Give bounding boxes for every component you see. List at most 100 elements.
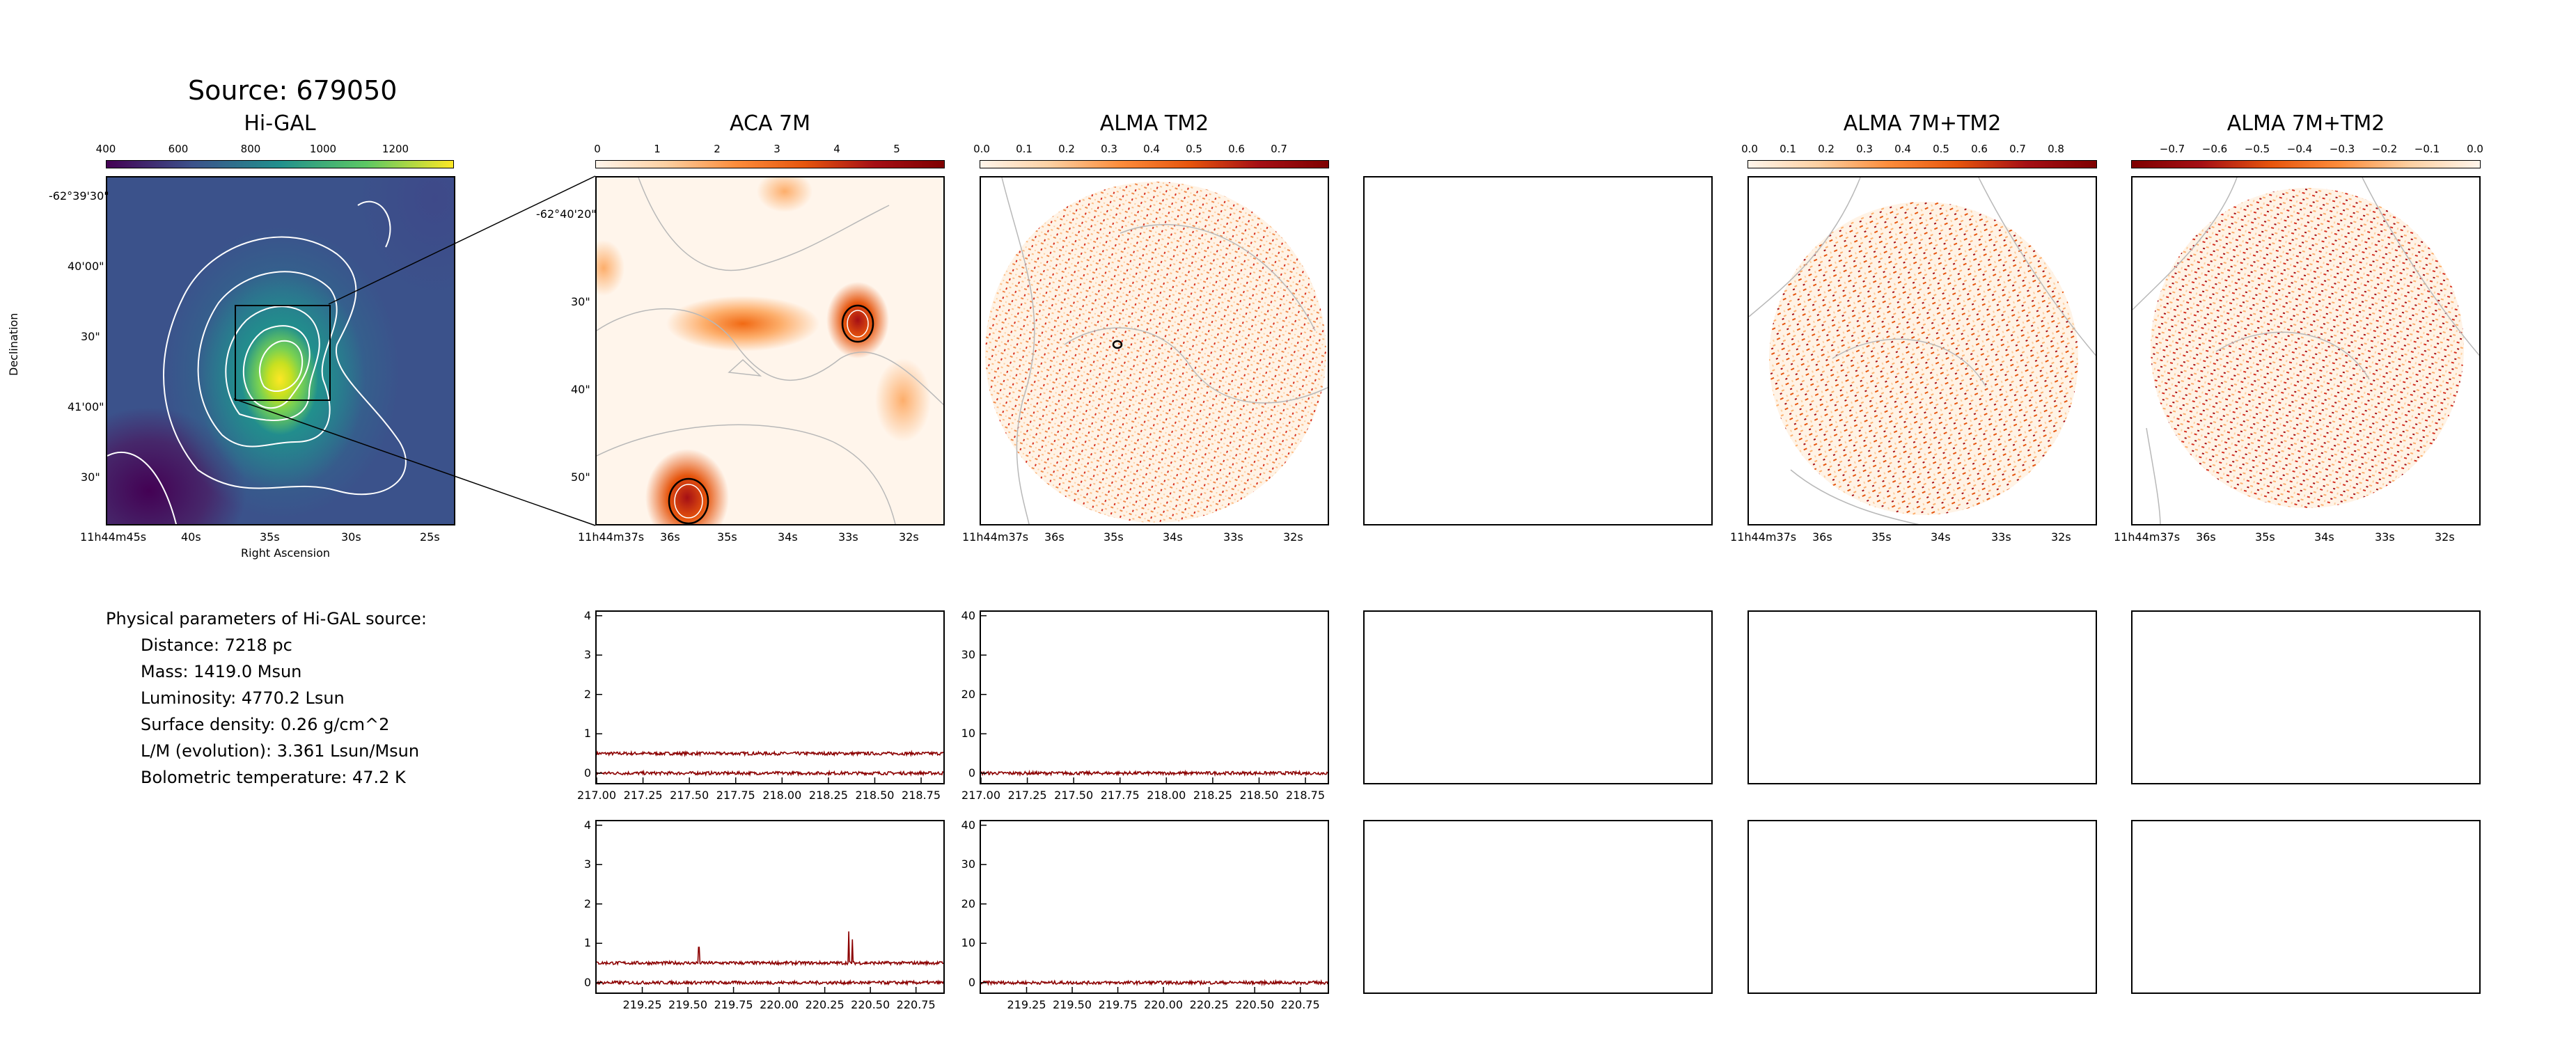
higal-cbar-tick: 1000 <box>309 143 337 155</box>
param-mass: Mass: 1419.0 Msun <box>141 662 302 681</box>
spectrum-series-line <box>981 769 1328 777</box>
higal-ylabel: Declination <box>7 313 20 376</box>
spectrum-empty-1 <box>1363 610 1713 784</box>
source-title: Source: 679050 <box>188 75 398 106</box>
tm2-noise-disk <box>985 177 1328 524</box>
param-bolometric-temperature: Bolometric temperature: 47.2 K <box>141 768 406 787</box>
spectrum-y-tick: 4 <box>583 818 591 832</box>
spectrum-empty-5 <box>1748 820 2097 994</box>
combo2-x-tick: 32s <box>2435 530 2455 544</box>
higal-y-tick: 41'00" <box>68 400 104 413</box>
combo1-x-tick: 35s <box>1871 530 1892 544</box>
combo2-x-tick: 11h44m37s <box>2114 530 2181 544</box>
spectrum-x-tick: 218.25 <box>808 789 848 802</box>
param-surface-density: Surface density: 0.26 g/cm^2 <box>141 715 390 734</box>
higal-cbar-tick: 1200 <box>382 143 409 155</box>
spectrum-x-tick: 217.50 <box>670 789 709 802</box>
spectrum-x-tick: 217.00 <box>961 789 1000 802</box>
combo2-cbar-tick: −0.6 <box>2201 143 2228 155</box>
spectrum-x-tick: 217.25 <box>1007 789 1047 802</box>
combo2-map <box>2131 176 2481 525</box>
spectrum-y-tick: 30 <box>961 857 975 871</box>
param-l-over-m: L/M (evolution): 3.361 Lsun/Msun <box>141 741 420 761</box>
spectrum-y-tick: 0 <box>583 975 591 989</box>
tm2-cbar-tick: 0.2 <box>1058 143 1075 155</box>
aca-x-tick: 35s <box>717 530 737 544</box>
combo1-cbar-tick: 0.1 <box>1780 143 1796 155</box>
spectrum-aca-upper-plot <box>597 615 943 783</box>
empty-map-panel <box>1363 176 1713 525</box>
combo1-title: ALMA 7M+TM2 <box>1843 111 2002 136</box>
spectrum-tm2-upper <box>980 610 1329 784</box>
spectrum-x-tick: 220.50 <box>1235 998 1275 1011</box>
spectrum-y-tick: 3 <box>583 648 591 662</box>
aca-x-tick: 32s <box>899 530 919 544</box>
tm2-cbar-tick: 0.4 <box>1143 143 1160 155</box>
higal-x-tick: 35s <box>260 530 280 544</box>
combo1-x-tick: 36s <box>1812 530 1832 544</box>
spectrum-y-tick: 0 <box>968 766 975 780</box>
higal-y-tick: 30" <box>81 470 100 484</box>
spectrum-y-tick: 4 <box>583 608 591 622</box>
aca-cbar-tick: 0 <box>594 143 601 155</box>
spectrum-x-tick: 220.00 <box>1144 998 1184 1011</box>
spectrum-x-tick: 219.25 <box>1007 998 1046 1011</box>
spectrum-x-tick: 218.75 <box>902 789 941 802</box>
tm2-x-tick: 34s <box>1163 530 1183 544</box>
combo1-x-tick: 11h44m37s <box>1730 530 1797 544</box>
spectrum-x-tick: 220.25 <box>805 998 845 1011</box>
combo1-x-tick: 32s <box>2051 530 2071 544</box>
spectrum-y-tick: 2 <box>583 687 591 701</box>
spectrum-empty-4 <box>1363 820 1713 994</box>
combo1-cbar-tick: 0.7 <box>2009 143 2026 155</box>
param-distance: Distance: 7218 pc <box>141 635 292 655</box>
aca-cbar-tick: 2 <box>714 143 721 155</box>
spectrum-empty-3 <box>2131 610 2481 784</box>
tm2-map <box>980 176 1329 525</box>
spectrum-y-tick: 0 <box>968 975 975 989</box>
aca-x-tick: 34s <box>778 530 798 544</box>
spectrum-aca-lower-plot <box>597 824 943 992</box>
higal-y-tick: 30" <box>81 330 100 343</box>
spectrum-series-line <box>981 979 1328 987</box>
tm2-cbar-tick: 0.3 <box>1101 143 1117 155</box>
tm2-x-tick: 36s <box>1044 530 1065 544</box>
tm2-cbar-tick: 0.0 <box>973 143 990 155</box>
aca-map <box>595 176 945 525</box>
spectrum-x-tick: 220.00 <box>760 998 799 1011</box>
combo2-cbar-tick: −0.2 <box>2371 143 2398 155</box>
spectrum-series-line <box>597 750 943 757</box>
tm2-cbar-tick: 0.6 <box>1228 143 1245 155</box>
higal-x-tick: 25s <box>420 530 440 544</box>
higal-x-tick: 30s <box>341 530 361 544</box>
combo1-noise-disk <box>1749 177 2096 524</box>
aca-y-tick: 40" <box>571 383 590 396</box>
combo1-map <box>1748 176 2097 525</box>
spectrum-x-tick: 219.25 <box>622 998 662 1011</box>
combo1-cbar-tick: 0.4 <box>1894 143 1911 155</box>
spectrum-x-tick: 217.00 <box>577 789 616 802</box>
spectrum-y-tick: 40 <box>961 818 975 832</box>
spectrum-y-tick: 0 <box>583 766 591 780</box>
spectrum-series-line <box>597 931 943 967</box>
higal-title: Hi-GAL <box>244 111 316 136</box>
spectrum-empty-6 <box>2131 820 2481 994</box>
spectrum-x-tick: 218.50 <box>1239 789 1279 802</box>
tm2-colorbar <box>980 160 1329 168</box>
spectrum-x-tick: 220.75 <box>896 998 936 1011</box>
physical-parameters: Physical parameters of Hi-GAL source: Di… <box>106 606 427 791</box>
spectrum-x-tick: 217.25 <box>623 789 663 802</box>
combo2-cbar-tick: −0.4 <box>2286 143 2313 155</box>
combo2-cbar-tick: −0.5 <box>2244 143 2270 155</box>
aca-y-tick: 50" <box>571 470 590 484</box>
spectrum-x-tick: 218.00 <box>762 789 802 802</box>
spectrum-y-tick: 3 <box>583 857 591 871</box>
combo1-x-tick: 33s <box>1991 530 2011 544</box>
higal-x-tick: 11h44m45s <box>80 530 147 544</box>
tm2-x-tick: 32s <box>1283 530 1303 544</box>
higal-contours <box>107 200 407 524</box>
tm2-x-tick: 35s <box>1104 530 1124 544</box>
aca-y-tick: -62°40'20" <box>536 207 597 221</box>
tm2-x-tick: 11h44m37s <box>962 530 1029 544</box>
higal-xlabel: Right Ascension <box>241 546 330 560</box>
